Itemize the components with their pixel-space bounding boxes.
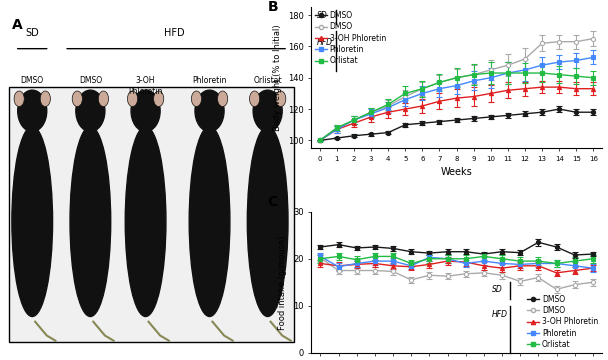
Ellipse shape [218,91,228,107]
Ellipse shape [70,126,111,316]
Text: 3-OH
Phloretin: 3-OH Phloretin [128,76,163,96]
Legend: DMSO, DMSO, 3-OH Phloretin, Phloretin, Orlistat: DMSO, DMSO, 3-OH Phloretin, Phloretin, O… [315,11,386,65]
Ellipse shape [275,91,286,107]
Ellipse shape [192,91,201,107]
Text: C: C [268,195,278,209]
Ellipse shape [249,91,260,107]
Legend: DMSO, DMSO, 3-OH Phloretin, Phloretin, Orlistat: DMSO, DMSO, 3-OH Phloretin, Phloretin, O… [527,295,598,349]
Y-axis label: Food intake (g/mouse): Food intake (g/mouse) [278,235,288,329]
Ellipse shape [76,90,105,132]
Ellipse shape [195,90,224,132]
Text: Orlistat: Orlistat [254,76,282,85]
Ellipse shape [131,90,160,132]
Text: A: A [12,18,22,32]
Text: SD: SD [317,12,328,21]
Text: DMSO: DMSO [79,76,102,85]
Text: B: B [268,0,278,14]
Ellipse shape [125,126,166,316]
Text: HFD: HFD [317,38,333,47]
Ellipse shape [247,126,288,316]
Ellipse shape [72,91,82,107]
Text: SD: SD [26,28,39,38]
Text: HFD: HFD [164,28,185,38]
Ellipse shape [253,90,282,132]
Ellipse shape [154,91,164,107]
Ellipse shape [18,90,47,132]
X-axis label: Weeks: Weeks [441,167,472,177]
Text: Phloretin: Phloretin [192,76,227,85]
Bar [9,87,294,342]
Ellipse shape [14,91,24,107]
Ellipse shape [189,126,230,316]
Text: SD: SD [491,285,502,294]
Text: HFD: HFD [491,310,508,319]
Ellipse shape [128,91,137,107]
Ellipse shape [98,91,109,107]
Text: DMSO: DMSO [21,76,44,85]
Y-axis label: Body weight (% to Initial): Body weight (% to Initial) [273,24,282,131]
Ellipse shape [12,126,52,316]
Ellipse shape [40,91,50,107]
